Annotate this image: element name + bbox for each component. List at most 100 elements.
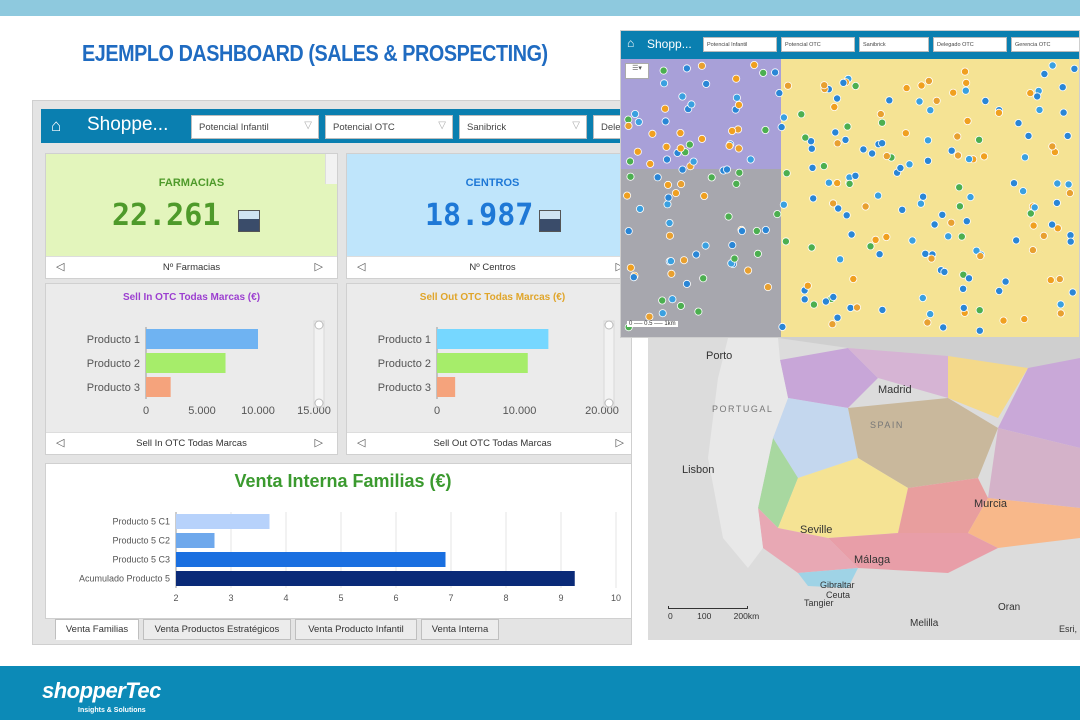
- map-pin-icon: [836, 255, 845, 264]
- map-label: Lisbon: [682, 464, 715, 476]
- city-map-body[interactable]: ☰▾ 0 ── 0.5 ── 1km: [621, 59, 1079, 337]
- filter-label: Sanibrick: [467, 122, 507, 133]
- scroll-handle: [314, 398, 324, 408]
- filter[interactable]: Sanibrick: [859, 37, 929, 52]
- tab-venta-familias[interactable]: Venta Familias: [55, 619, 139, 640]
- map-pin-icon: [803, 281, 812, 290]
- filter-sanibrick[interactable]: Sanibrick ▽: [459, 115, 587, 139]
- scrollbar-track: [313, 320, 325, 408]
- map-pin-icon: [626, 263, 635, 272]
- map-pin-icon: [1024, 131, 1033, 140]
- chevron-right-icon[interactable]: ▷: [314, 261, 323, 273]
- tick-label: 9: [558, 593, 563, 603]
- map-pin-icon: [833, 313, 842, 322]
- bar: [437, 377, 456, 397]
- map-pin-icon: [851, 81, 860, 90]
- filter[interactable]: Potencial Infantil: [703, 37, 777, 52]
- tick-label: 0: [143, 405, 149, 417]
- map-pins: [623, 61, 1079, 335]
- map-pin-icon: [1026, 89, 1035, 98]
- chevron-left-icon[interactable]: ◁: [357, 261, 366, 273]
- map-pin-icon: [662, 142, 671, 151]
- map-pin-icon: [730, 254, 739, 263]
- tick-label: 0: [434, 405, 440, 417]
- map-pin-icon: [916, 199, 925, 208]
- chevron-left-icon[interactable]: ◁: [56, 261, 65, 273]
- map-pin-icon: [851, 171, 860, 180]
- scrollbar[interactable]: [325, 154, 337, 184]
- spain-map[interactable]: Porto Madrid PORTUGAL SPAIN Lisbon Murci…: [648, 338, 1080, 640]
- category-label: Producto 3: [87, 382, 140, 394]
- map-pin-icon: [962, 217, 971, 226]
- region: [828, 533, 998, 573]
- portugal: [708, 338, 788, 568]
- chevron-right-icon[interactable]: ▷: [615, 437, 624, 449]
- map-attribution: Esri, H: [1059, 624, 1080, 634]
- filter[interactable]: Delegado OTC: [933, 37, 1007, 52]
- map-pin-icon: [962, 78, 971, 87]
- map-label: Seville: [800, 524, 833, 536]
- map-pin-icon: [1001, 277, 1010, 286]
- map-pin-icon: [663, 155, 672, 164]
- filter-potencial-otc[interactable]: Potencial OTC ▽: [325, 115, 453, 139]
- map-pin-icon: [626, 172, 635, 181]
- map-pin-icon: [779, 200, 788, 209]
- map-label: Melilla: [910, 618, 939, 629]
- map-pin-icon: [660, 79, 669, 88]
- map-pin-icon: [831, 128, 840, 137]
- map-pin-icon: [732, 179, 741, 188]
- tab-venta-producto-infantil[interactable]: Venta Producto Infantil: [295, 619, 417, 640]
- bar: [437, 329, 549, 349]
- layers-icon[interactable]: ☰▾: [625, 63, 649, 79]
- map-pin-icon: [777, 123, 786, 132]
- map-pin-icon: [896, 164, 905, 173]
- map-pin-icon: [1058, 83, 1067, 92]
- chevron-left-icon[interactable]: ◁: [357, 437, 366, 449]
- map-pin-icon: [778, 322, 787, 331]
- map-pin-icon: [661, 117, 670, 126]
- map-pin-icon: [667, 269, 676, 278]
- brand-logo: shopperTec: [42, 678, 161, 703]
- tick-label: 10.000: [503, 405, 537, 417]
- filter[interactable]: Potencial OTC: [781, 37, 855, 52]
- chevron-right-icon[interactable]: ▷: [314, 437, 323, 449]
- filter-potencial-infantil[interactable]: Potencial Infantil ▽: [191, 115, 319, 139]
- map-pin-icon: [829, 199, 838, 208]
- map-pin-icon: [734, 100, 743, 109]
- map-pin-icon: [773, 210, 782, 219]
- map-pin-icon: [926, 106, 935, 115]
- map-pin-icon: [949, 88, 958, 97]
- chevron-right-icon[interactable]: ▷: [615, 261, 624, 273]
- filter-label: Dele: [601, 122, 621, 133]
- map-pin-icon: [957, 232, 966, 241]
- map-pin-icon: [868, 149, 877, 158]
- map-pin-icon: [1030, 203, 1039, 212]
- map-pin-icon: [964, 274, 973, 283]
- filter[interactable]: Gerencia OTC: [1011, 37, 1079, 52]
- map-pin-icon: [1068, 288, 1077, 297]
- bar: [176, 514, 270, 529]
- map-label: Murcia: [974, 498, 1008, 510]
- scroll-handle: [314, 320, 324, 330]
- category-label: Producto 1: [87, 334, 140, 346]
- map-pin-icon: [820, 81, 829, 90]
- map-pin-icon: [841, 135, 850, 144]
- map-pin-icon: [1046, 276, 1055, 285]
- map-pin-icon: [725, 141, 734, 150]
- map-pin-icon: [677, 180, 686, 189]
- map-pin-icon: [753, 249, 762, 258]
- tab-venta-productos-estrategicos[interactable]: Venta Productos Estratégicos: [143, 619, 291, 640]
- scale-bar: [668, 606, 748, 609]
- map-pin-icon: [981, 97, 990, 106]
- kpi-card-farmacias: FARMACIAS 22.261 ◁ Nº Farmacias ▷: [45, 153, 338, 279]
- chevron-left-icon[interactable]: ◁: [56, 437, 65, 449]
- home-icon[interactable]: ⌂: [51, 116, 62, 135]
- tab-venta-interna[interactable]: Venta Interna: [421, 619, 499, 640]
- scroll-handle: [604, 320, 614, 330]
- map-pin-icon: [953, 151, 962, 160]
- map-pin-icon: [866, 242, 875, 251]
- category-label: Producto 5 C1: [112, 517, 170, 527]
- tick-label: 2: [173, 593, 178, 603]
- home-icon[interactable]: ⌂: [627, 36, 635, 50]
